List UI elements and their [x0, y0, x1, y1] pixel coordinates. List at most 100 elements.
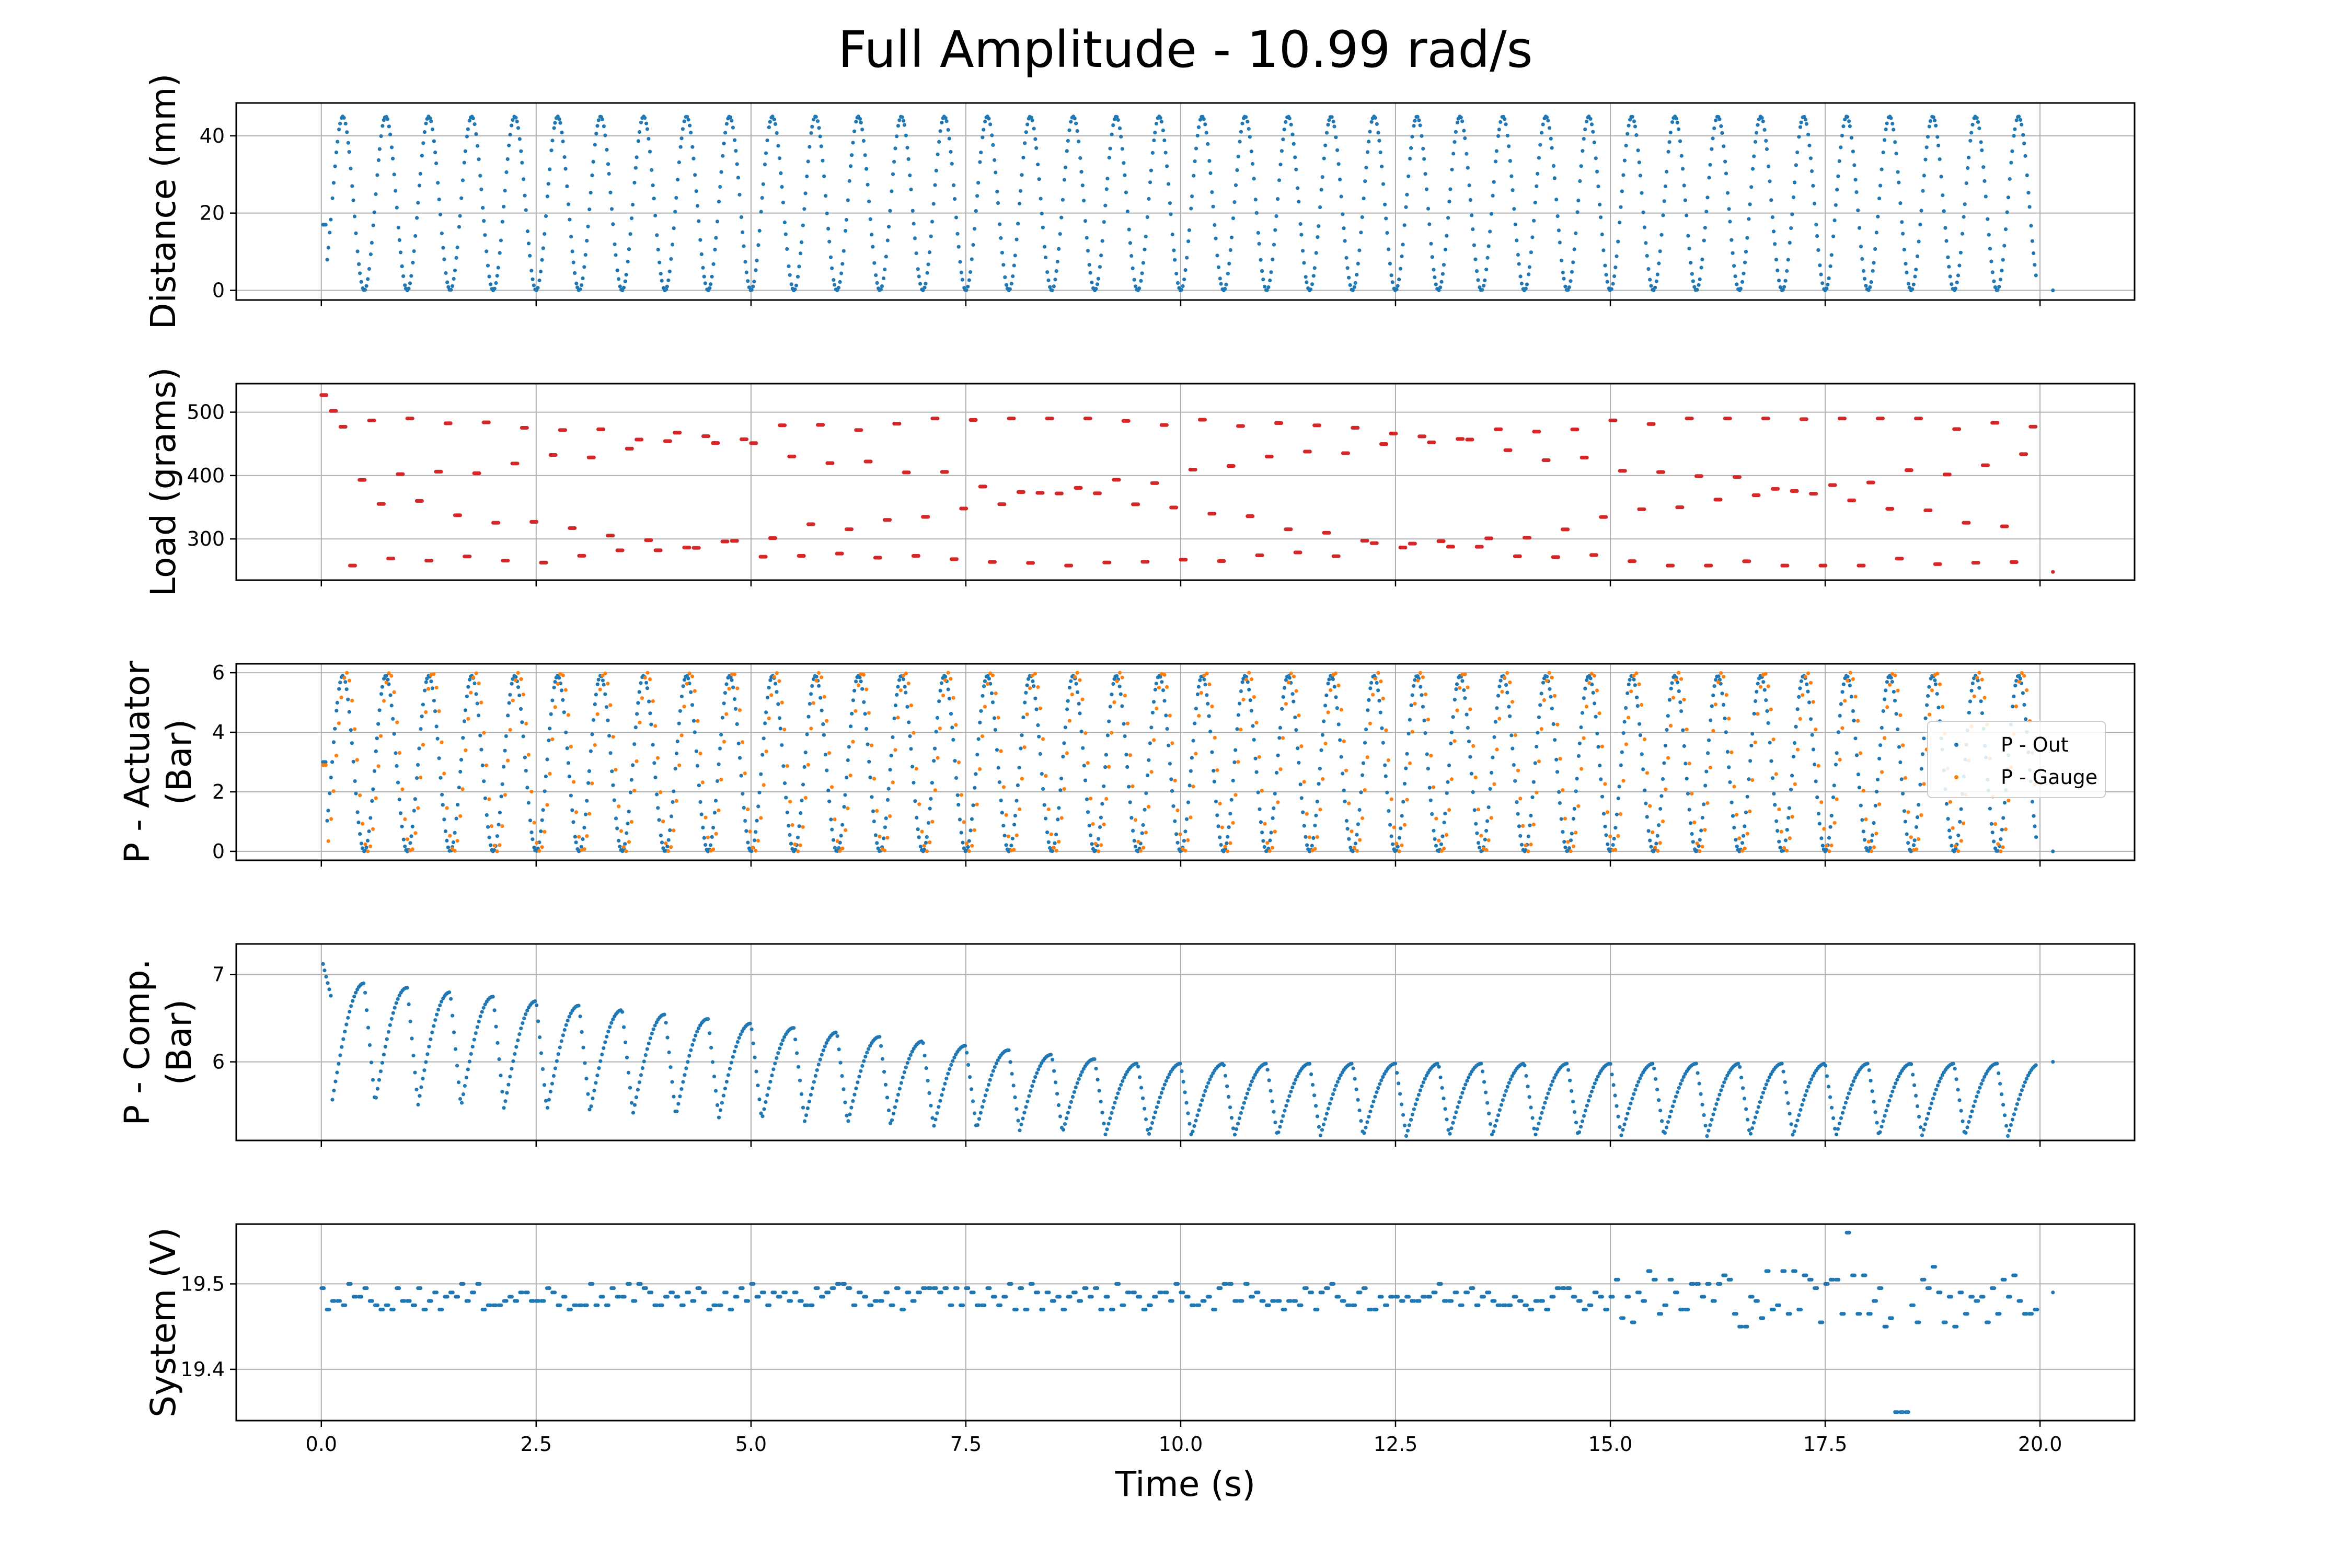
data-point: [965, 1051, 969, 1055]
data-point: [818, 1057, 822, 1062]
data-point: [1194, 707, 1198, 711]
data-point: [931, 202, 936, 206]
data-point: [1490, 770, 1494, 775]
data-point: [329, 217, 333, 222]
data-point: [974, 772, 978, 776]
data-point: [517, 1032, 522, 1036]
data-point: [1330, 115, 1334, 119]
data-point: [1422, 718, 1426, 723]
data-point: [718, 185, 722, 189]
data-point: [1008, 1060, 1012, 1064]
data-point: [483, 1002, 487, 1007]
data-point: [767, 686, 771, 690]
data-point: [987, 117, 991, 121]
data-point: [1836, 730, 1840, 734]
data-point: [1868, 285, 1872, 290]
data-point: [717, 200, 721, 204]
data-point: [1834, 763, 1838, 767]
data-point: [990, 673, 995, 677]
data-point: [552, 685, 556, 689]
data-point: [438, 212, 443, 217]
data-point: [510, 682, 514, 686]
data-point: [379, 692, 384, 696]
data-point: [1038, 1064, 1042, 1068]
data-point: [549, 148, 554, 153]
data-point: [1147, 804, 1151, 809]
data-point: [1600, 794, 1605, 799]
data-point: [1380, 165, 1384, 169]
data-point: [1088, 417, 1092, 421]
data-point: [414, 1088, 419, 1092]
data-point: [1024, 130, 1028, 134]
data-point: [782, 1035, 787, 1039]
data-point: [1749, 743, 1754, 748]
data-point: [416, 201, 420, 205]
data-point: [951, 1059, 955, 1063]
y-tick-label: 40: [200, 124, 225, 147]
data-point: [458, 814, 463, 818]
data-point: [343, 122, 348, 126]
data-point: [441, 246, 445, 250]
data-point: [1986, 463, 1990, 467]
data-point: [1127, 227, 1131, 232]
data-point: [1892, 689, 1896, 694]
data-point: [689, 131, 693, 135]
data-point: [595, 1073, 599, 1078]
data-point: [366, 277, 370, 281]
data-point: [1702, 238, 1706, 243]
data-point: [1430, 812, 1434, 816]
data-point: [1032, 684, 1036, 688]
data-point: [994, 691, 998, 696]
data-point: [926, 1079, 930, 1083]
data-point: [1012, 417, 1016, 421]
data-point: [1941, 705, 1945, 709]
data-point: [456, 803, 460, 807]
data-point: [1352, 285, 1356, 289]
data-point: [1529, 813, 1533, 818]
data-point: [926, 515, 930, 519]
data-point: [461, 1092, 466, 1097]
data-point: [2017, 114, 2021, 119]
data-point: [792, 1026, 796, 1030]
data-point: [1954, 847, 1958, 851]
data-point: [1105, 1127, 1109, 1132]
data-point: [768, 120, 772, 124]
data-point: [489, 843, 493, 847]
data-point: [1561, 270, 1565, 274]
data-point: [1213, 735, 1217, 740]
data-point: [416, 763, 420, 767]
data-point: [1231, 464, 1236, 468]
data-point: [428, 116, 432, 120]
data-point: [757, 1097, 762, 1101]
data-point: [1345, 827, 1350, 831]
data-point: [536, 1019, 540, 1023]
data-point: [803, 751, 808, 755]
data-point: [979, 151, 983, 155]
data-point: [1336, 162, 1341, 166]
data-point: [697, 1026, 701, 1030]
data-point: [2026, 191, 2031, 195]
data-point: [1432, 440, 1436, 445]
data-point: [891, 1112, 896, 1116]
data-point: [1775, 487, 1780, 491]
data-point: [1463, 696, 1467, 700]
data-point: [756, 804, 760, 809]
data-point: [1405, 752, 1409, 756]
data-point: [776, 144, 780, 148]
data-point: [1989, 259, 1993, 263]
data-point: [647, 1041, 651, 1045]
data-point: [586, 224, 590, 228]
data-point: [1404, 766, 1408, 770]
data-point: [1061, 1127, 1066, 1132]
data-point: [897, 678, 902, 682]
data-point: [1727, 717, 1731, 721]
data-point: [1577, 741, 1582, 745]
data-point: [1111, 123, 1115, 128]
data-point: [1281, 137, 1285, 142]
data-point: [543, 232, 547, 236]
data-point: [1679, 677, 1684, 681]
data-point: [1080, 183, 1085, 188]
data-point: [1474, 269, 1479, 273]
data-point: [1993, 822, 1998, 826]
